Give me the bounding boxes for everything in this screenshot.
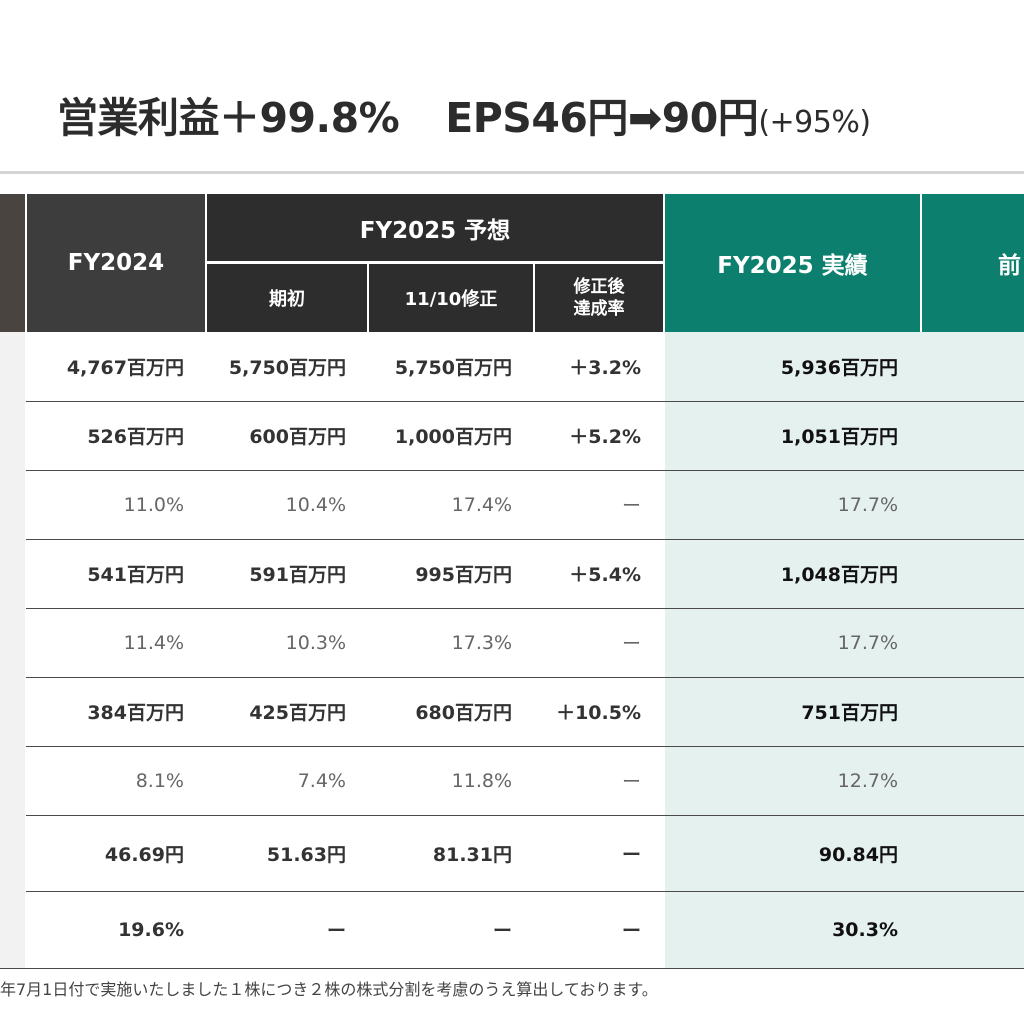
table-bottom-border: [0, 968, 1024, 969]
header-fy2024: FY2024: [27, 194, 205, 332]
cell-initial: ー: [326, 920, 346, 942]
header-fy2024-label: FY2024: [67, 250, 165, 276]
cell-revised: 17.3%: [451, 631, 512, 654]
cell-initial: 591百万円: [249, 564, 346, 586]
cell-initial: 10.3%: [285, 631, 346, 654]
cell-actual: 1,051百万円: [780, 426, 898, 448]
cell-initial: 600百万円: [249, 426, 346, 448]
headline: 営業利益＋99.8% EPS46円➡90円(+95%): [57, 84, 871, 148]
row-divider: [26, 470, 1024, 471]
cell-actual: 30.3%: [832, 918, 898, 941]
cell-rate: ＋3.2%: [569, 357, 641, 379]
header-prior-year-label: 前: [998, 253, 1021, 279]
cell-revised: ー: [492, 920, 512, 942]
cell-fy2024: 46.69円: [104, 843, 184, 866]
row-divider: [26, 815, 1024, 816]
header-fy2025-forecast-label: FY2025 予想: [359, 217, 511, 244]
header-fy2025-actual: FY2025 実績: [665, 194, 920, 332]
headline-divider: [0, 171, 1024, 174]
cell-fy2024: 11.0%: [123, 493, 184, 516]
cell-revised: 11.8%: [451, 769, 512, 792]
row-divider: [26, 401, 1024, 402]
cell-actual: 5,936百万円: [780, 357, 898, 379]
left-label-column: [0, 332, 25, 968]
row-divider: [26, 891, 1024, 892]
cell-revised: 1,000百万円: [394, 426, 512, 448]
header-prior-year-partial: 前: [922, 194, 1024, 332]
header-revised-label: 11/10修正: [404, 289, 498, 310]
cell-actual: 12.7%: [837, 769, 898, 792]
cell-rate: ー: [621, 495, 641, 517]
row-divider: [26, 539, 1024, 540]
cell-actual: 90.84円: [818, 843, 898, 866]
actual-column-bg: [665, 332, 1024, 968]
cell-fy2024: 526百万円: [87, 426, 184, 448]
cell-rate: ー: [621, 920, 641, 942]
cell-fy2024: 384百万円: [87, 702, 184, 724]
cell-initial: 7.4%: [297, 769, 346, 792]
cell-rate: ＋10.5%: [556, 702, 641, 724]
cell-rate: ー: [621, 843, 641, 866]
cell-rate: ー: [621, 771, 641, 793]
row-divider: [26, 608, 1024, 609]
cell-actual: 17.7%: [837, 493, 898, 516]
row-divider: [26, 677, 1024, 678]
cell-revised: 17.4%: [451, 493, 512, 516]
header-achievement-rate: 修正後 達成率: [535, 264, 663, 332]
cell-rate: ＋5.2%: [569, 426, 641, 448]
cell-initial: 10.4%: [285, 493, 346, 516]
header-initial: 期初: [207, 264, 367, 332]
header-rate-line1: 修正後: [573, 277, 625, 297]
cell-fy2024: 541百万円: [87, 564, 184, 586]
cell-initial: 425百万円: [249, 702, 346, 724]
header-rate-line2: 達成率: [573, 299, 625, 319]
cell-initial: 51.63円: [266, 843, 346, 866]
cell-actual: 751百万円: [801, 702, 898, 724]
cell-fy2024: 8.1%: [135, 769, 184, 792]
header-initial-label: 期初: [269, 289, 305, 310]
cell-revised: 5,750百万円: [394, 357, 512, 379]
cell-fy2024: 4,767百万円: [66, 357, 184, 379]
cell-fy2024: 19.6%: [118, 918, 184, 941]
cell-revised: 81.31円: [432, 843, 512, 866]
cell-initial: 5,750百万円: [228, 357, 346, 379]
header-revised: 11/10修正: [369, 264, 533, 332]
cell-actual: 17.7%: [837, 631, 898, 654]
cell-revised: 995百万円: [415, 564, 512, 586]
footnote: 年7月1日付で実施いたしました１株につき２株の株式分割を考慮のうえ算出しておりま…: [0, 980, 658, 999]
headline-eps-growth: (+95%): [758, 105, 871, 140]
header-fy2025-actual-label: FY2025 実績: [717, 253, 868, 279]
left-label-header: [0, 194, 25, 332]
cell-rate: ー: [621, 633, 641, 655]
cell-revised: 680百万円: [415, 702, 512, 724]
header-fy2025-forecast: FY2025 予想: [207, 194, 663, 261]
row-divider: [26, 746, 1024, 747]
headline-eps: EPS46円➡90円: [445, 94, 759, 142]
cell-actual: 1,048百万円: [780, 564, 898, 586]
cell-fy2024: 11.4%: [123, 631, 184, 654]
cell-rate: ＋5.4%: [569, 564, 641, 586]
headline-operating-profit: 営業利益＋99.8%: [57, 94, 400, 142]
